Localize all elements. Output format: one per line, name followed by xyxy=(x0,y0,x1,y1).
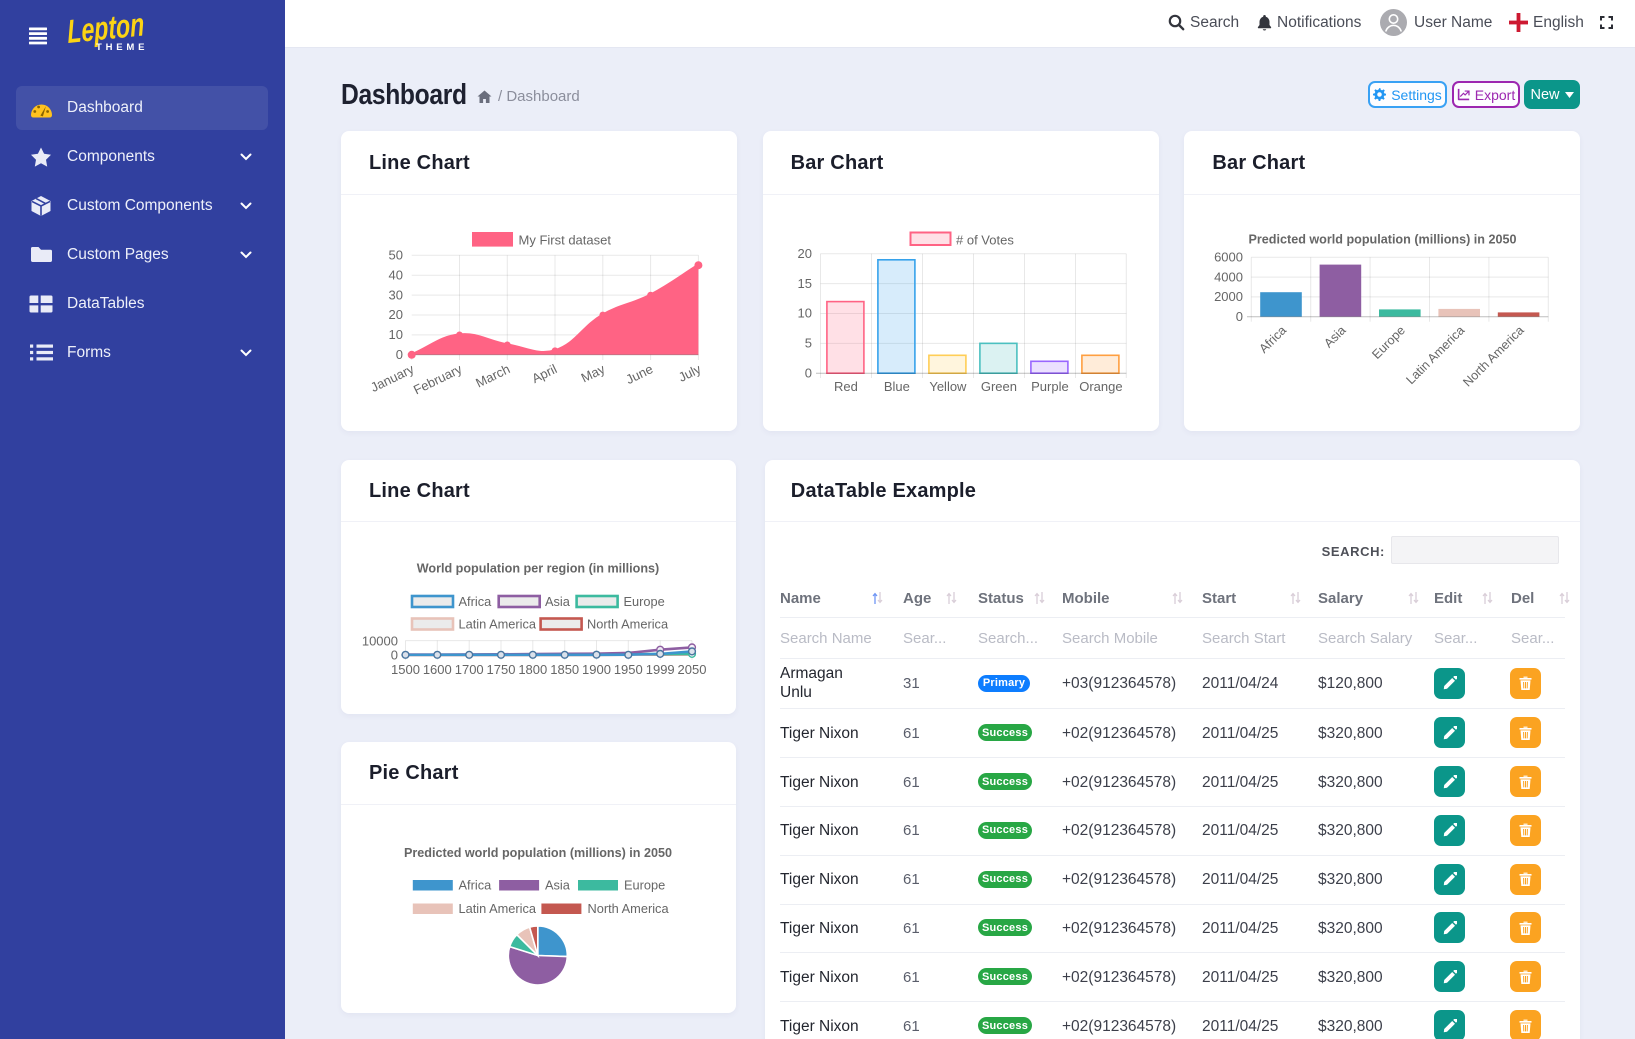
svg-text:20: 20 xyxy=(798,246,812,261)
svg-text:Predicted world population (mi: Predicted world population (millions) in… xyxy=(404,846,672,860)
svg-text:20: 20 xyxy=(389,307,403,322)
svg-text:Asia: Asia xyxy=(545,594,571,609)
svg-text:0: 0 xyxy=(396,347,403,362)
svg-text:Europe: Europe xyxy=(1369,323,1408,362)
svg-text:Asia: Asia xyxy=(1321,323,1348,350)
svg-text:March: March xyxy=(473,361,512,390)
svg-text:1700: 1700 xyxy=(455,662,484,677)
svg-text:Latin America: Latin America xyxy=(1403,323,1467,387)
svg-text:2000: 2000 xyxy=(1214,289,1243,304)
svg-text:0: 0 xyxy=(1236,309,1243,324)
svg-text:0: 0 xyxy=(805,365,812,380)
svg-text:1850: 1850 xyxy=(550,662,579,677)
svg-text:1999: 1999 xyxy=(646,662,675,677)
svg-text:June: June xyxy=(623,361,655,387)
svg-text:May: May xyxy=(579,361,608,385)
svg-text:15: 15 xyxy=(798,276,812,291)
svg-text:Latin America: Latin America xyxy=(459,901,537,916)
svg-text:Yellow: Yellow xyxy=(929,379,967,394)
svg-text:Africa: Africa xyxy=(459,594,493,609)
svg-text:10000: 10000 xyxy=(362,634,398,649)
svg-text:THEME: THEME xyxy=(96,42,148,53)
svg-text:Lepton: Lepton xyxy=(66,6,145,51)
svg-text:30: 30 xyxy=(389,287,403,302)
svg-text:50: 50 xyxy=(389,248,403,263)
svg-text:2050: 2050 xyxy=(678,662,707,677)
svg-text:Europe: Europe xyxy=(624,594,665,609)
svg-text:10: 10 xyxy=(389,327,403,342)
svg-text:Green: Green xyxy=(981,379,1017,394)
svg-text:1500: 1500 xyxy=(391,662,420,677)
svg-text:Orange: Orange xyxy=(1079,379,1122,394)
svg-text:My First dataset: My First dataset xyxy=(519,233,612,248)
svg-text:July: July xyxy=(676,361,704,385)
svg-text:Purple: Purple xyxy=(1031,379,1069,394)
svg-text:North America: North America xyxy=(1460,323,1526,389)
svg-text:1750: 1750 xyxy=(487,662,516,677)
svg-text:Predicted world population (mi: Predicted world population (millions) in… xyxy=(1249,233,1517,247)
svg-text:Latin America: Latin America xyxy=(459,617,537,632)
svg-text:Blue: Blue xyxy=(884,379,910,394)
svg-text:1800: 1800 xyxy=(518,662,547,677)
svg-text:April: April xyxy=(529,361,559,386)
svg-text:10: 10 xyxy=(798,306,812,321)
svg-text:Africa: Africa xyxy=(1256,323,1289,356)
svg-text:World population per region (i: World population per region (in millions… xyxy=(417,562,660,576)
svg-text:0: 0 xyxy=(391,648,398,663)
svg-text:Asia: Asia xyxy=(545,878,571,893)
svg-text:Europe: Europe xyxy=(624,878,665,893)
svg-text:# of Votes: # of Votes xyxy=(956,233,1014,248)
svg-text:40: 40 xyxy=(389,267,403,282)
svg-text:1600: 1600 xyxy=(423,662,452,677)
svg-text:4000: 4000 xyxy=(1214,269,1243,284)
svg-text:North America: North America xyxy=(587,617,669,632)
svg-text:6000: 6000 xyxy=(1214,250,1243,265)
svg-text:January: January xyxy=(368,361,417,395)
svg-text:1950: 1950 xyxy=(614,662,643,677)
svg-text:North America: North America xyxy=(588,901,670,916)
svg-text:5: 5 xyxy=(805,336,812,351)
svg-text:Africa: Africa xyxy=(459,878,493,893)
svg-text:1900: 1900 xyxy=(582,662,611,677)
svg-text:Red: Red xyxy=(834,379,858,394)
svg-text:February: February xyxy=(411,361,465,398)
